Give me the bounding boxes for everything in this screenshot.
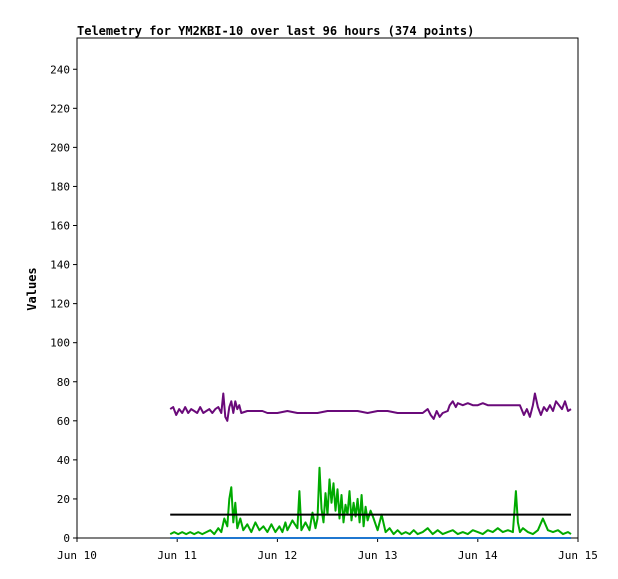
x-tick-label: Jun 14 <box>458 549 498 562</box>
y-tick-label: 140 <box>50 259 70 272</box>
series-group <box>169 392 572 539</box>
y-tick-label: 120 <box>50 298 70 311</box>
y-tick-label: 20 <box>57 493 70 506</box>
y-tick-label: 100 <box>50 337 70 350</box>
x-tick-label: Jun 10 <box>57 549 97 562</box>
x-tick-label: Jun 12 <box>258 549 298 562</box>
plot-area <box>76 37 579 539</box>
y-tick-label: 200 <box>50 141 70 154</box>
y-tick-label: 180 <box>50 180 70 193</box>
y-tick-label: 240 <box>50 63 70 76</box>
series-line-2 <box>169 466 572 536</box>
series-line-1 <box>169 392 572 422</box>
y-tick-label: 220 <box>50 102 70 115</box>
x-tick-label: Jun 13 <box>358 549 398 562</box>
x-tick-label: Jun 15 <box>558 549 598 562</box>
y-axis-label: Values <box>25 267 39 310</box>
y-tick-label: 80 <box>57 376 70 389</box>
y-axis-ticks: 0 20 40 60 80 100 120 140 160 180 200 220 240 <box>50 63 77 545</box>
chart-title: Telemetry for YM2KBI-10 over last 96 hou… <box>77 24 474 38</box>
x-axis-ticks: Jun 10 Jun 11 Jun 12 Jun 13 Jun 14 Jun 15 <box>57 538 598 562</box>
x-tick-label: Jun 11 <box>157 549 197 562</box>
y-tick-label: 60 <box>57 415 70 428</box>
y-tick-label: 0 <box>63 532 70 545</box>
y-tick-label: 40 <box>57 454 70 467</box>
y-tick-label: 160 <box>50 220 70 233</box>
